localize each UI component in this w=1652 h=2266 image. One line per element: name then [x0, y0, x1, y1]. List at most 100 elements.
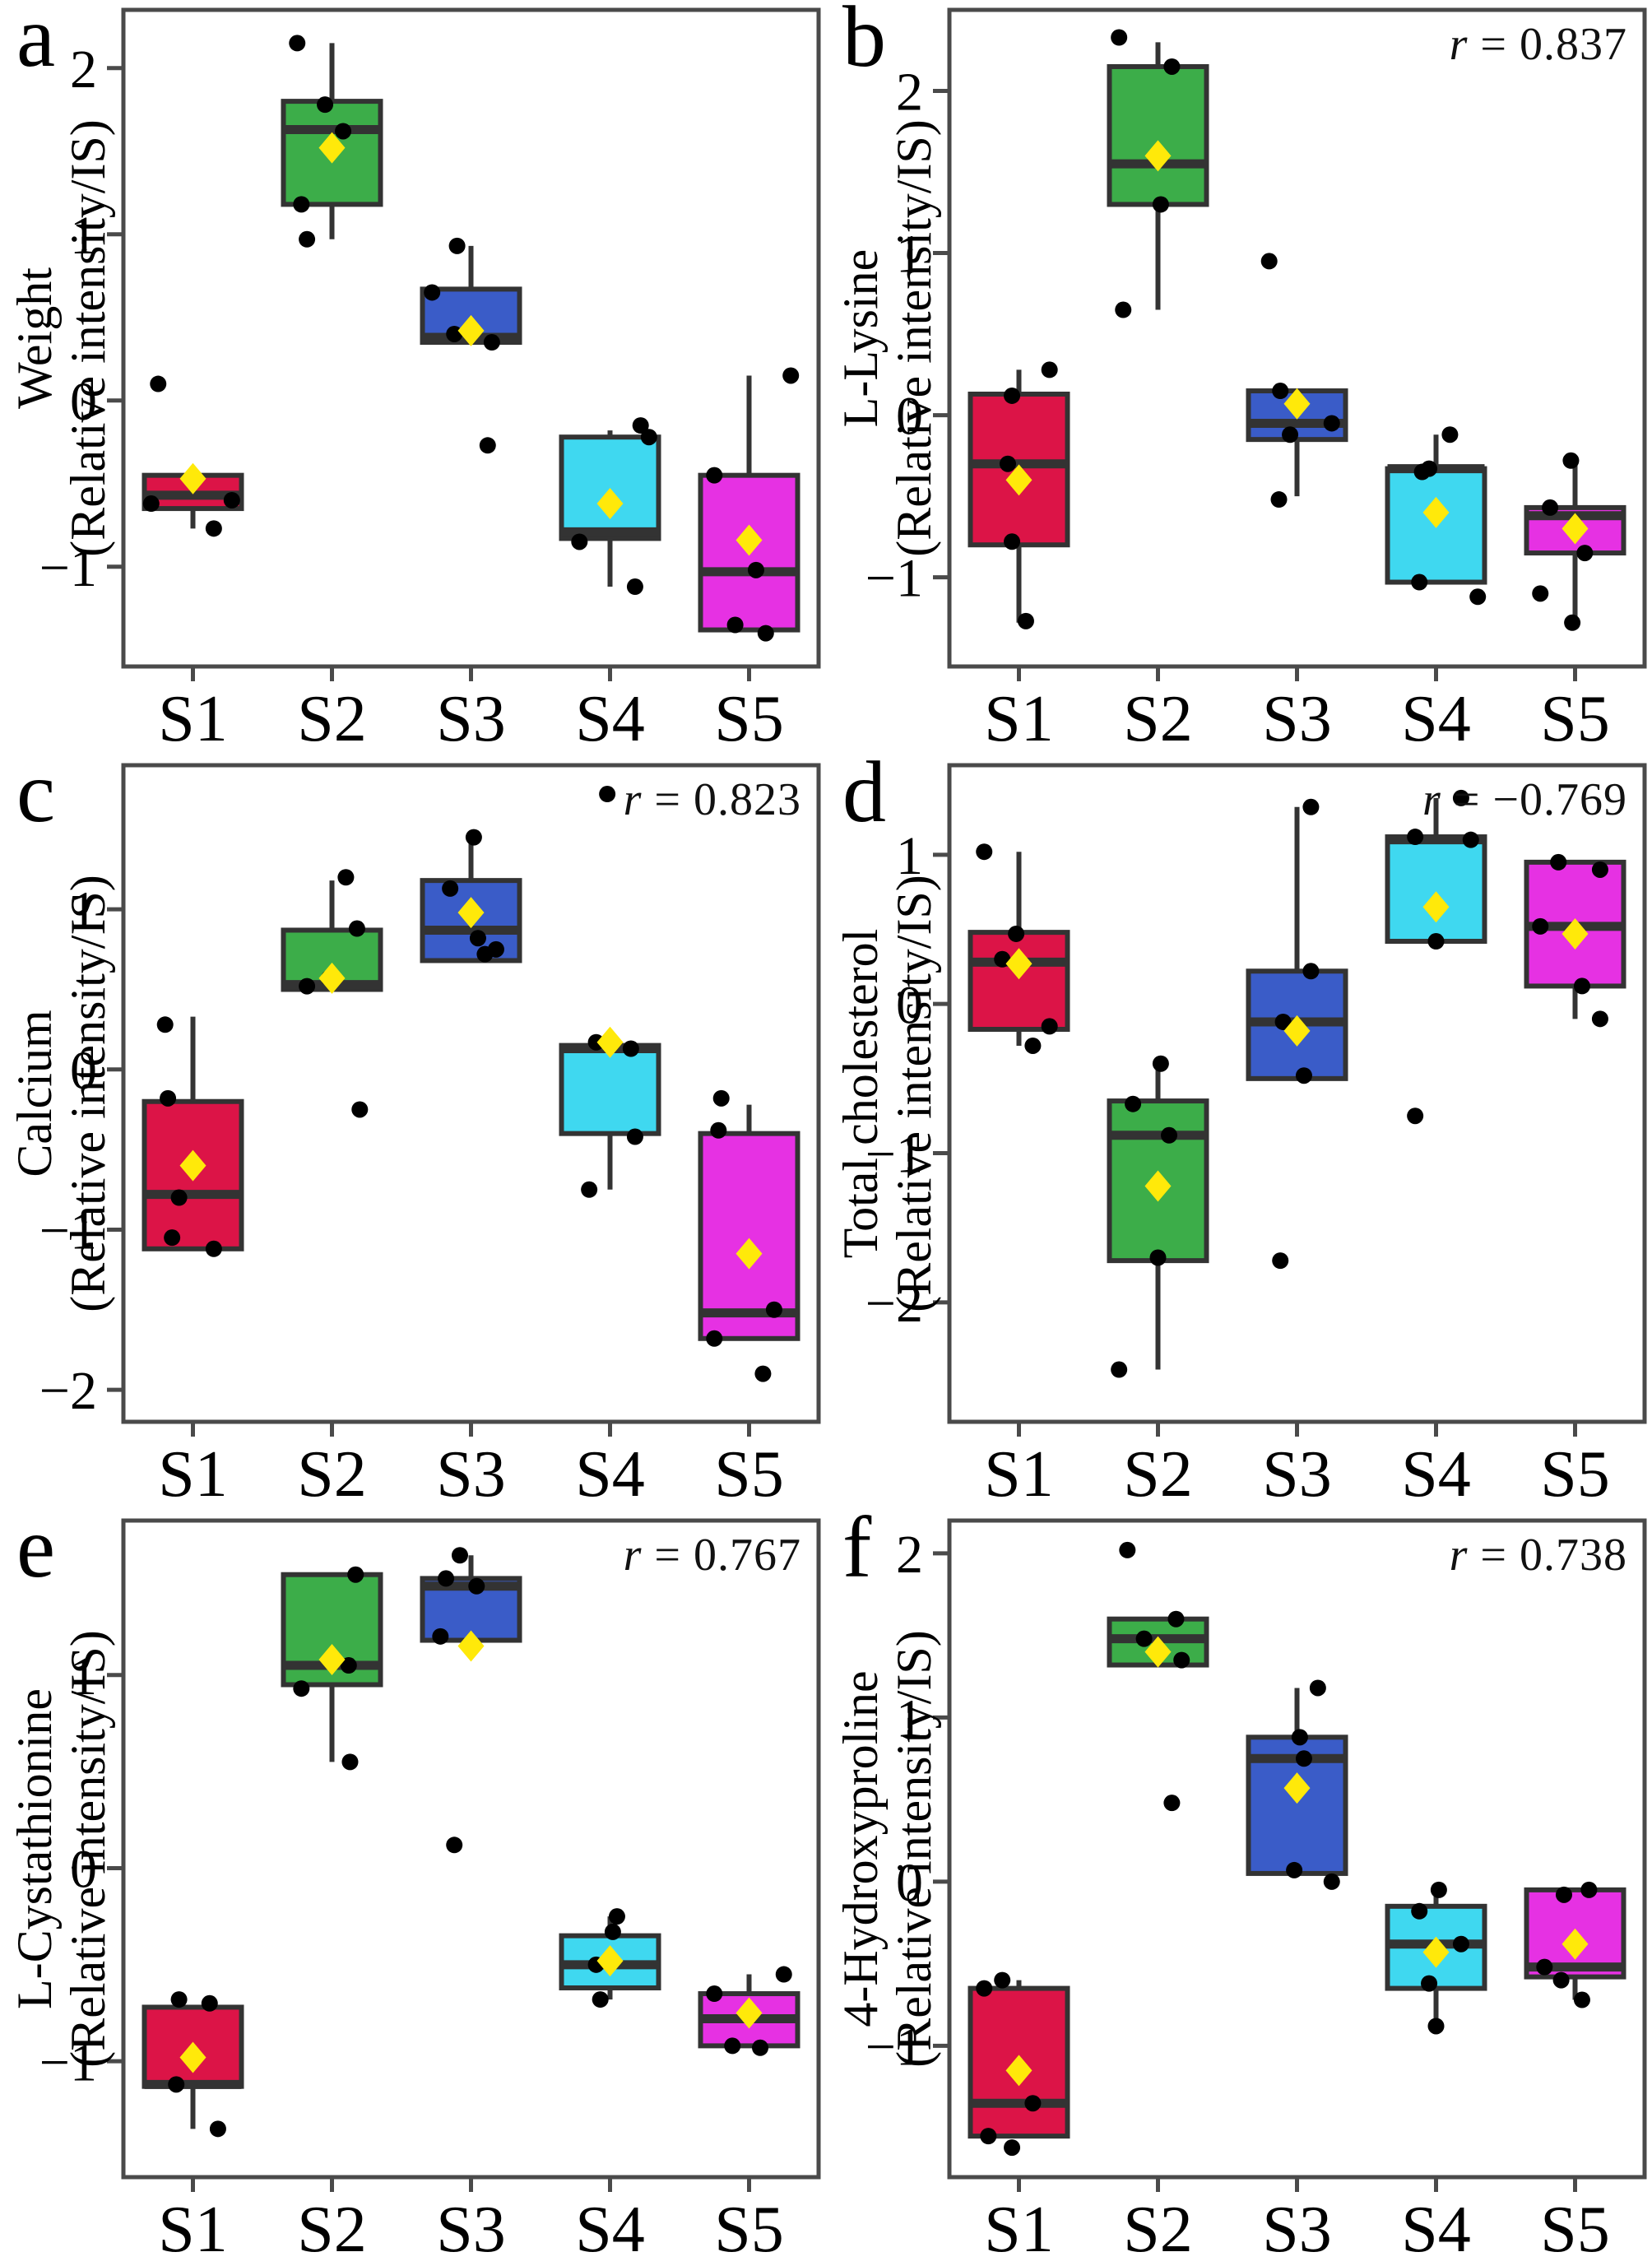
data-point — [1272, 383, 1289, 400]
y-tick-label: 0 — [70, 1041, 97, 1101]
mean-diamond-s4 — [1422, 1936, 1450, 1968]
data-point — [223, 491, 240, 508]
data-point — [1041, 1018, 1058, 1035]
data-point — [1167, 1610, 1185, 1628]
correlation-label-b: r = 0.837 — [1450, 18, 1627, 71]
x-tick-label: S5 — [1540, 2194, 1610, 2266]
data-point — [1041, 361, 1058, 378]
x-tick-label: S3 — [1262, 1438, 1332, 1511]
data-point — [1149, 1249, 1167, 1266]
mean-diamond-s5 — [1562, 917, 1589, 950]
panel-letter-b: b — [842, 0, 886, 85]
data-point — [479, 437, 496, 454]
y-axis-label-metric: L-Lysine — [833, 248, 889, 428]
data-point — [337, 869, 355, 886]
data-point — [976, 843, 993, 861]
r-value: = −0.769 — [1441, 774, 1627, 825]
data-point — [994, 1971, 1011, 1989]
panel-b: 2 1 0 −1 S1 S2 S3 S4 S5 b L-Lysine (Relative int… — [826, 0, 1652, 755]
data-point — [712, 1089, 730, 1107]
data-point — [1407, 829, 1424, 846]
data-point — [335, 123, 352, 140]
data-point — [599, 786, 616, 803]
mean-diamond-s3 — [457, 314, 485, 346]
x-tick-label: S5 — [714, 683, 784, 755]
y-tick-label: −1 — [39, 1201, 97, 1261]
boxplot-canvas-f: 2 1 0 −1 S1 S2 S3 S4 S5 — [865, 1518, 1647, 2266]
panel-c: 1 0 −1 −2 S1 S2 S3 S4 S5 c Calcium (Relative int… — [0, 749, 826, 1511]
data-point — [438, 1570, 455, 1587]
data-point — [980, 2128, 997, 2145]
correlation-label-c: r = 0.823 — [624, 773, 801, 826]
data-point — [1462, 831, 1479, 848]
data-point — [341, 1753, 359, 1771]
mean-diamond-s4 — [1422, 891, 1450, 923]
data-point — [348, 920, 365, 937]
y-tick-label: −2 — [865, 1274, 923, 1334]
y-tick-label: 2 — [70, 39, 97, 100]
data-point — [1302, 798, 1320, 815]
data-point — [1555, 1886, 1572, 1903]
mean-diamond-s5 — [736, 1997, 763, 2029]
data-point — [1161, 1126, 1178, 1144]
x-tick-label: S3 — [436, 1438, 506, 1511]
data-point — [782, 367, 800, 384]
box-s2 — [1107, 63, 1209, 207]
data-point — [424, 284, 441, 301]
boxplot-canvas-c: 1 0 −1 −2 S1 S2 S3 S4 S5 — [39, 763, 821, 1511]
r-symbol: r — [1449, 19, 1469, 70]
mean-diamond-s4 — [596, 1026, 624, 1058]
data-point — [476, 945, 494, 963]
mean-diamond-s2 — [1144, 1170, 1172, 1202]
mean-diamond-s3 — [1283, 1772, 1311, 1804]
data-point — [1576, 545, 1594, 562]
correlation-label-d: r = −0.769 — [1422, 773, 1627, 826]
data-point — [1591, 861, 1608, 878]
data-point — [710, 1121, 727, 1139]
data-point — [1430, 1881, 1447, 1898]
r-symbol: r — [623, 1530, 643, 1581]
boxplot-canvas-a: 2 1 0 −1 S1 S2 S3 S4 S5 — [39, 7, 821, 755]
data-point — [468, 1577, 485, 1595]
data-point — [1017, 612, 1034, 629]
x-tick-label: S2 — [297, 1438, 367, 1511]
box-s4 — [559, 1042, 661, 1136]
correlation-label-f: r = 0.738 — [1450, 1529, 1627, 1581]
data-point — [1427, 2018, 1445, 2035]
data-point — [446, 325, 463, 342]
data-point — [1580, 1881, 1598, 1898]
data-point — [1536, 1958, 1553, 1976]
data-point — [1411, 573, 1428, 591]
mean-diamond-s4 — [596, 488, 624, 520]
x-tick-label: S4 — [575, 1438, 645, 1511]
data-point — [1111, 1361, 1128, 1378]
panel-letter-a: a — [16, 0, 56, 85]
data-point — [205, 1240, 222, 1257]
data-point — [622, 1040, 639, 1057]
data-point — [1407, 1107, 1424, 1125]
data-point — [765, 1301, 782, 1318]
y-axis-label-metric: Total cholesterol — [833, 928, 889, 1259]
mean-diamond-s2 — [318, 1643, 346, 1675]
data-point — [1573, 1991, 1590, 2008]
data-point — [1564, 614, 1581, 631]
data-point — [442, 880, 459, 897]
data-point — [164, 1229, 181, 1247]
data-point — [724, 2037, 741, 2055]
y-tick-label: −1 — [865, 549, 923, 609]
data-point — [1173, 1651, 1190, 1669]
data-point — [1411, 1902, 1428, 1920]
data-point — [1421, 1975, 1438, 1992]
x-tick-label: S4 — [1401, 1438, 1471, 1511]
y-tick-label: −1 — [39, 2032, 97, 2092]
y-axis-label-e: L-Cystathionine (Relative intensity/IS) — [3, 1521, 120, 2177]
y-tick-label: −1 — [39, 538, 97, 598]
x-tick-label: S4 — [575, 683, 645, 755]
y-axis-label-c: Calcium (Relative intensity/IS) — [3, 765, 120, 1422]
data-point — [1270, 491, 1288, 508]
data-point — [592, 1991, 609, 2008]
data-point — [451, 1547, 468, 1564]
mean-diamond-s3 — [457, 1630, 485, 1662]
y-axis-label-metric: Calcium — [7, 1010, 63, 1177]
mean-diamond-s5 — [736, 524, 763, 556]
